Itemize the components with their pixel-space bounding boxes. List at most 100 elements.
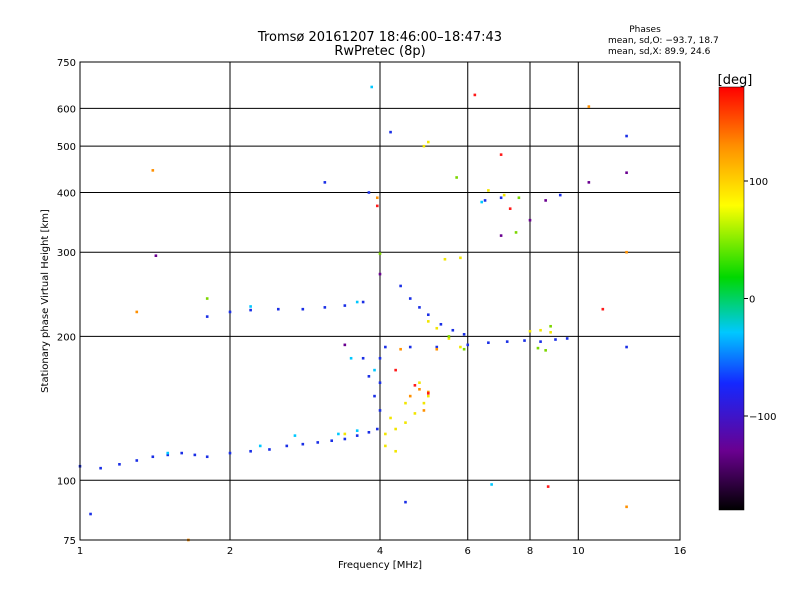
data-point [487,341,490,345]
data-point [625,505,628,509]
y-tick-label: 750 [57,58,76,69]
phases-title: Phases [629,25,661,35]
data-point [375,196,379,200]
data-point [205,297,209,300]
data-point [228,310,232,314]
x-tick-label: 4 [377,546,383,557]
data-point [373,368,376,372]
data-point [447,337,451,340]
data-point [118,463,121,466]
data-point [601,307,605,311]
phases-o-line: mean, sd,O: −93.7, 18.7 [608,36,719,46]
data-point [361,356,365,360]
x-axis-label: Frequency [MHz] [338,560,422,571]
data-point [384,432,387,436]
data-point [268,448,271,451]
data-point [447,335,451,338]
data-point [205,315,209,318]
data-point [499,153,503,156]
data-point [426,313,430,317]
data-point [343,432,347,436]
data-point [499,234,503,237]
data-point [343,437,347,441]
data-point [422,401,426,405]
data-point [378,381,382,385]
data-point [249,305,252,308]
data-point [355,300,359,304]
y-tick-label: 600 [57,104,76,115]
data-point [373,394,376,398]
data-point [426,390,430,394]
data-point [625,171,628,175]
data-point [549,330,552,334]
data-point [89,512,92,516]
data-point [367,191,371,194]
data-point [408,345,412,349]
data-point [558,193,562,197]
data-point [514,231,518,234]
data-point [459,345,462,349]
x-tick-label: 16 [674,546,687,557]
y-tick-label: 500 [57,142,76,153]
data-point [205,455,209,459]
data-point [330,439,334,443]
data-point [249,449,252,453]
x-tick-label: 6 [465,546,471,557]
data-point [99,466,102,470]
grid-lines [80,62,680,540]
data-point [384,345,387,349]
data-points [78,85,628,542]
data-point [418,306,421,309]
data-point [337,432,340,436]
data-point [408,394,412,398]
x-axis: 1 2 4 6 8 10 16 [77,546,687,557]
data-point [228,451,232,455]
data-point [404,421,407,424]
data-point [384,444,387,448]
x-tick-label: 8 [527,546,533,557]
plot-frame [79,61,681,541]
data-point [483,199,487,202]
data-point [166,451,170,455]
y-axis: 75 100 200 300 400 500 600 750 [57,58,76,547]
data-point [135,459,139,462]
data-point [625,134,628,138]
data-point [459,256,462,260]
data-point [587,105,591,108]
data-point [404,401,407,405]
data-point [349,356,353,360]
data-point [276,307,280,311]
colorbar [718,86,745,511]
data-point [439,322,443,326]
data-point [426,392,430,395]
data-point [394,368,397,372]
data-point [549,324,552,328]
y-tick-label: 300 [57,248,76,259]
data-point [451,328,455,332]
data-point [435,345,439,349]
data-point [193,453,197,457]
data-point [422,409,426,412]
y-tick-label: 400 [57,188,76,199]
data-point [355,429,359,432]
data-point [323,181,327,184]
data-point [462,347,466,351]
data-point [285,444,289,448]
phases-x-line: mean, sd,X: 89.9, 24.6 [608,47,711,57]
data-point [499,196,503,200]
data-point [301,442,305,446]
data-point [539,340,542,343]
data-point [455,176,458,179]
data-point [587,181,591,184]
data-point [399,284,402,288]
data-point [249,308,252,312]
data-point [502,193,506,197]
data-point [544,349,547,352]
data-point [480,200,484,204]
data-point [508,207,512,210]
data-point [378,409,382,412]
data-point [625,250,628,254]
data-point [316,441,320,444]
data-point [528,329,532,333]
